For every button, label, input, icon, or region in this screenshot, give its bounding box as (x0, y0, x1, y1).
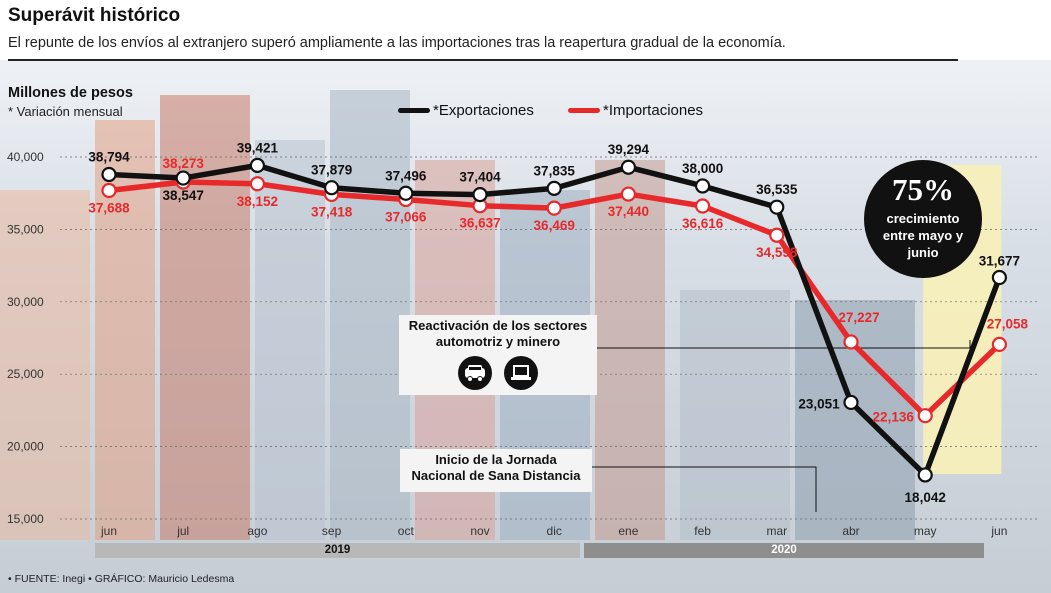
data-point-imports (991, 336, 1008, 353)
growth-badge: 75% crecimiento entre mayo y junio (864, 160, 982, 278)
data-label-exports: 39,294 (608, 142, 650, 157)
y-axis-unit-label: Millones de pesos (8, 85, 133, 101)
data-label-imports: 36,616 (682, 216, 724, 231)
data-point-imports (917, 408, 933, 424)
chart-title: Superávit histórico (8, 5, 181, 26)
laptop-icon (503, 356, 538, 390)
data-point-exports (249, 157, 265, 173)
growth-badge-line-2: entre mayo y (882, 228, 964, 243)
data-label-imports: 27,227 (838, 310, 879, 325)
data-label-imports: 22,136 (873, 410, 915, 425)
data-label-exports: 31,677 (979, 254, 1020, 269)
legend-imports-swatch (568, 108, 600, 113)
source-credit: • FUENTE: Inegi • GRÁFICO: Mauricio Lede… (8, 573, 235, 585)
data-label-imports: 37,066 (385, 209, 427, 224)
data-label-exports: 18,042 (905, 490, 946, 505)
data-point-exports (101, 166, 117, 183)
y-tick-label: 20,000 (7, 440, 44, 454)
car-icon (458, 356, 493, 390)
lockdown-line-1: Inicio de la Jornada (435, 452, 557, 467)
data-point-exports (769, 199, 785, 215)
legend-imports: *Importaciones (568, 102, 703, 119)
x-tick-label: nov (470, 524, 489, 538)
x-tick-label: jun (990, 524, 1007, 538)
x-tick-label: feb (694, 524, 711, 538)
chart-subtitle: El repunte de los envíos al extranjero s… (8, 35, 786, 51)
data-label-exports: 37,404 (459, 170, 501, 185)
header-rule (8, 59, 958, 61)
x-tick-label: abr (842, 524, 859, 538)
data-label-imports: 38,273 (163, 156, 205, 171)
lockdown-leader-line (592, 466, 817, 512)
x-tick-label: jul (176, 524, 189, 538)
data-point-imports (843, 334, 859, 350)
data-label-imports: 37,688 (88, 200, 130, 215)
data-point-imports (694, 198, 711, 214)
data-label-imports: 34,598 (756, 245, 798, 260)
data-label-exports: 23,051 (798, 396, 840, 411)
data-point-imports (546, 200, 562, 216)
data-point-exports (324, 180, 340, 196)
reactivation-annotation: Reactivación de los sectores automotriz … (399, 315, 597, 395)
data-label-exports: 37,879 (311, 163, 352, 178)
x-tick-label: ene (618, 524, 638, 538)
header-background (0, 0, 1051, 60)
growth-badge-text: crecimiento entre mayo y junio (864, 210, 982, 261)
data-point-exports (472, 186, 488, 203)
data-point-exports (917, 467, 933, 483)
data-label-imports: 36,637 (459, 216, 500, 231)
data-point-imports (620, 186, 637, 202)
growth-badge-percent: 75% (892, 172, 954, 207)
data-label-exports: 37,496 (385, 168, 427, 183)
data-label-exports: 38,794 (88, 149, 130, 164)
year-bar-2020: 2020 (584, 543, 984, 558)
data-label-exports: 37,835 (534, 163, 576, 178)
lockdown-line-2: Nacional de Sana Distancia (411, 468, 581, 483)
data-point-exports (620, 159, 637, 175)
x-tick-label: jun (100, 524, 117, 538)
reactivation-line-2: automotriz y minero (435, 334, 561, 349)
y-tick-label: 30,000 (7, 295, 44, 309)
growth-badge-line-3: junio (907, 245, 939, 260)
reactivation-leader-line (597, 340, 971, 349)
data-point-imports (249, 176, 265, 192)
data-point-exports (991, 269, 1008, 286)
data-label-imports: 36,469 (534, 218, 575, 233)
x-tick-label: sep (322, 524, 342, 538)
data-point-imports (101, 182, 117, 199)
legend-imports-label: *Importaciones (603, 102, 704, 119)
y-tick-label: 40,000 (7, 150, 44, 164)
year-bar-2019: 2019 (95, 543, 580, 558)
legend-exports: *Exportaciones (398, 102, 534, 119)
y-tick-label: 25,000 (7, 367, 44, 381)
y-tick-label: 35,000 (7, 222, 44, 236)
data-label-exports: 38,000 (682, 161, 723, 176)
data-label-imports: 27,058 (987, 316, 1029, 331)
data-point-exports (398, 185, 414, 201)
growth-badge-line-1: crecimiento (886, 211, 960, 226)
y-tick-label: 15,000 (7, 512, 44, 526)
data-label-exports: 38,547 (163, 188, 204, 203)
data-point-exports (843, 394, 859, 411)
legend-exports-swatch (398, 108, 430, 113)
x-tick-label: mar (766, 524, 787, 538)
data-label-exports: 36,535 (756, 182, 798, 197)
data-point-exports (694, 178, 711, 194)
x-tick-label: dic (547, 524, 562, 538)
x-tick-label: oct (398, 524, 415, 538)
data-label-imports: 37,418 (311, 204, 353, 219)
data-point-exports (546, 180, 562, 196)
data-point-exports (175, 170, 191, 186)
data-label-imports: 37,440 (608, 204, 649, 219)
y-axis-note: * Variación mensual (8, 104, 123, 119)
data-label-imports: 38,152 (237, 194, 278, 209)
data-point-imports (769, 227, 785, 243)
reactivation-line-1: Reactivación de los sectores (408, 318, 588, 333)
lockdown-annotation: Inicio de la Jornada Nacional de Sana Di… (400, 449, 592, 492)
x-tick-label: ago (247, 524, 267, 538)
x-tick-label: may (914, 524, 937, 538)
data-label-exports: 39,421 (237, 140, 279, 155)
legend-exports-label: *Exportaciones (433, 102, 534, 119)
